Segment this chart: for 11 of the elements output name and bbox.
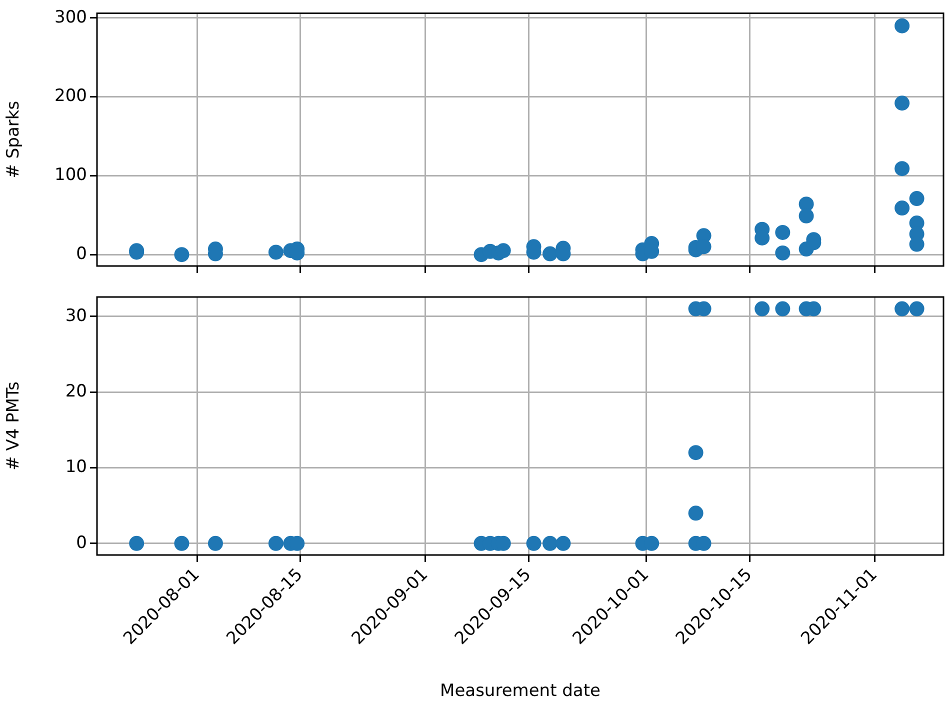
y-axis-title: # V4 PMTs xyxy=(4,381,24,470)
y-tick-label: 100 xyxy=(54,165,87,186)
x-axis-title: Measurement date xyxy=(440,681,600,702)
y-tick-label: 0 xyxy=(76,532,87,553)
y-axis-title: # Sparks xyxy=(4,100,24,178)
y-tick-label: 300 xyxy=(54,7,87,28)
y-tick-label: 10 xyxy=(65,457,87,478)
y-tick-label: 30 xyxy=(65,306,87,326)
y-tick-label: 20 xyxy=(65,381,87,402)
y-tick-label: 200 xyxy=(54,86,87,106)
y-tick-label: 0 xyxy=(76,244,87,264)
